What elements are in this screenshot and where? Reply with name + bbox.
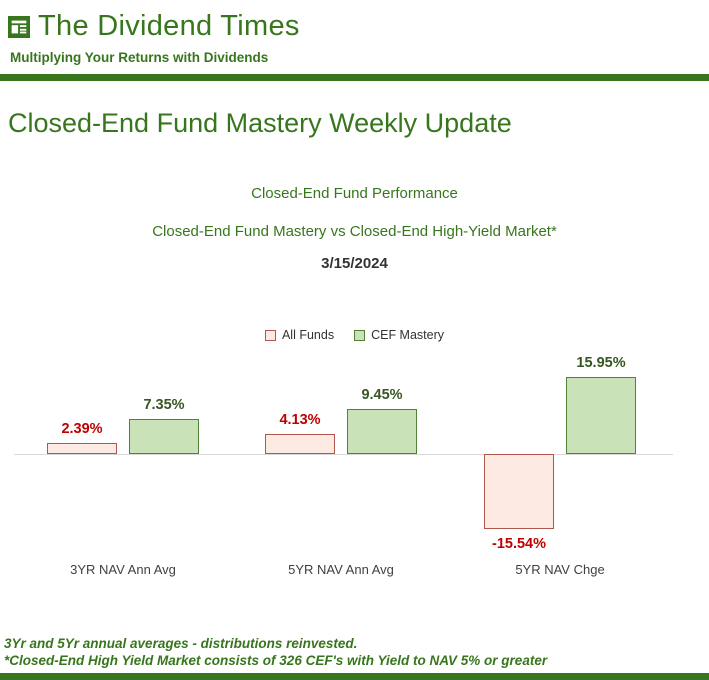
top-divider xyxy=(0,74,709,81)
bar-value-label: 4.13% xyxy=(279,412,321,429)
bar-cef-mastery-1 xyxy=(347,408,417,454)
chart-legend: All Funds CEF Mastery xyxy=(0,328,709,342)
category-label: 3YR NAV Ann Avg xyxy=(70,562,176,577)
bar-all-funds-0 xyxy=(47,442,117,454)
plot-area: 2.39% 7.35% 3YR NAV Ann Avg 4.13% 9.45% 5YR N… xyxy=(0,354,709,586)
chart-section: Closed-End Fund Performance Closed-End F… xyxy=(0,185,709,586)
legend-item-cef-mastery: CEF Mastery xyxy=(354,328,444,342)
footnote-averages: 3Yr and 5Yr annual averages - distributi… xyxy=(4,636,358,651)
zero-axis-line xyxy=(14,454,673,455)
bar-value-label: -15.54% xyxy=(491,535,546,552)
newspaper-icon xyxy=(8,15,30,38)
legend-label: All Funds xyxy=(281,328,335,342)
bottom-divider xyxy=(0,673,709,680)
bar-all-funds-1 xyxy=(265,434,335,454)
bar-cef-mastery-0 xyxy=(129,418,199,454)
bar-value-label: 15.95% xyxy=(576,355,626,372)
bar-value-label: 7.35% xyxy=(143,396,185,413)
site-title: The Dividend Times xyxy=(38,10,300,42)
chart-subtitle: Closed-End Fund Mastery vs Closed-End Hi… xyxy=(152,223,557,240)
category-label: 5YR NAV Chge xyxy=(515,562,605,577)
footer: 3Yr and 5Yr annual averages - distributi… xyxy=(0,636,709,680)
bar-value-label: 9.45% xyxy=(361,386,403,403)
bar-value-label: 2.39% xyxy=(61,420,103,437)
cef-mastery-swatch-icon xyxy=(354,329,366,341)
site-tagline: Multiplying Your Returns with Dividends xyxy=(10,50,269,65)
category-label: 5YR NAV Ann Avg xyxy=(288,562,394,577)
chart-title: Closed-End Fund Performance xyxy=(251,185,458,202)
chart-header: Closed-End Fund Performance Closed-End F… xyxy=(0,185,709,272)
chart-date: 3/15/2024 xyxy=(321,255,388,272)
footnote-market-definition: *Closed-End High Yield Market consists o… xyxy=(4,653,548,668)
page-title: Closed-End Fund Mastery Weekly Update xyxy=(8,108,512,138)
bar-all-funds-2 xyxy=(484,454,554,529)
all-funds-swatch-icon xyxy=(264,329,276,341)
legend-label: CEF Mastery xyxy=(371,328,445,342)
legend-item-all-funds: All Funds xyxy=(264,328,335,342)
bar-cef-mastery-2 xyxy=(566,377,636,454)
masthead: The Dividend Times Multiplying Your Retu… xyxy=(0,0,709,65)
